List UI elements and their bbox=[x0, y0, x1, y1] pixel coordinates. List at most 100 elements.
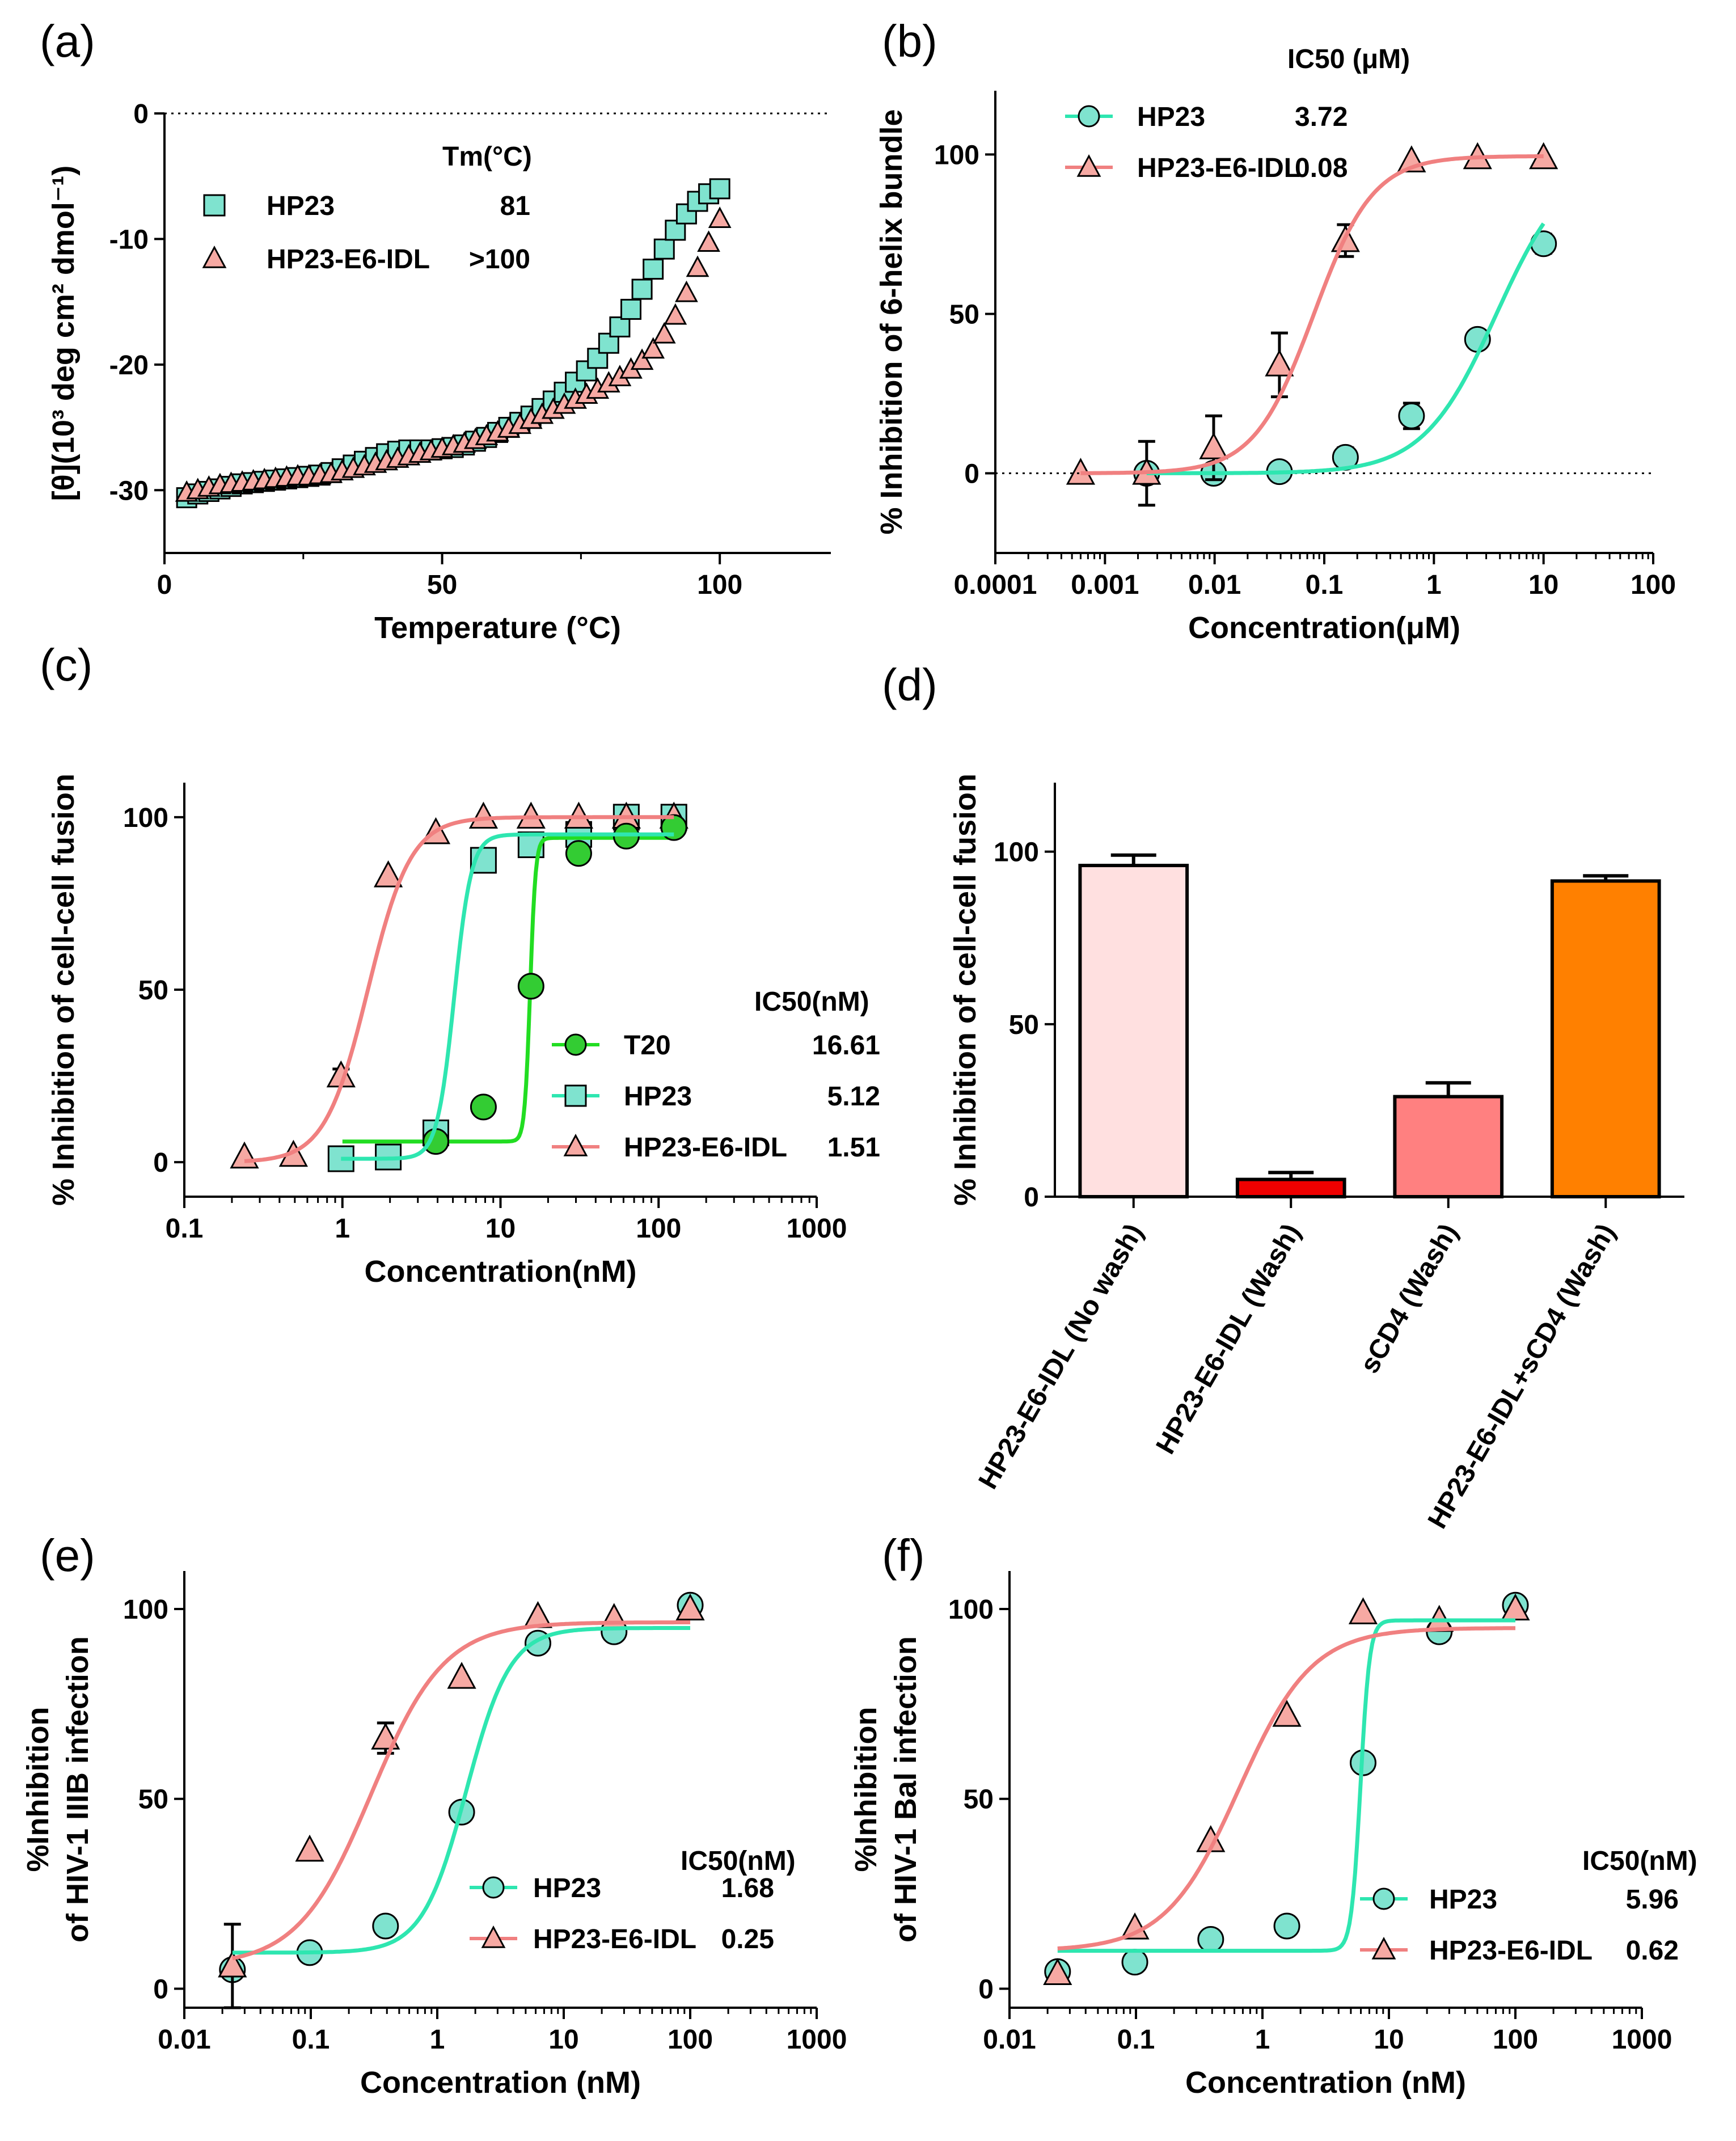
data-point bbox=[1265, 349, 1294, 377]
y-tick-label: 100 bbox=[994, 838, 1039, 868]
x-axis-label: Concentration(nM) bbox=[365, 1255, 637, 1289]
legend-item-hp23-e6-idl: HP23-E6-IDL 0.62 bbox=[1360, 1936, 1679, 1966]
y-axis-label: % Inhibition of cell-cell fusion bbox=[47, 774, 81, 1206]
legend-value: 0.25 bbox=[721, 1924, 774, 1954]
panel-label: (f) bbox=[882, 1530, 925, 1581]
data-point bbox=[620, 298, 641, 320]
legend-marker-triangle bbox=[202, 246, 227, 268]
panel-f: (f) 0 50 100 0.01 0.1 1 10 100 1000 Concentration … bbox=[849, 1530, 1697, 2100]
panel-d: (d) 0 50 100 % Inhibition of cell-cell fusio… bbox=[882, 660, 1684, 1534]
legend-item-hp23: HP23 1.68 bbox=[470, 1873, 774, 1903]
x-tick-label: 1 bbox=[1426, 570, 1442, 600]
y-axis-label: % Inhibition of 6-helix bundle bbox=[875, 109, 909, 535]
legend-title: IC50(nM) bbox=[754, 987, 869, 1017]
data-point bbox=[565, 840, 592, 867]
legend-name: HP23 bbox=[1429, 1885, 1497, 1915]
y-axis-label: of HIV-1 Bal infection bbox=[889, 1636, 923, 1942]
fit-curve bbox=[232, 1626, 690, 1955]
y-tick-label: 100 bbox=[948, 1595, 994, 1625]
data-point bbox=[652, 322, 676, 344]
x-tick-label: 1 bbox=[335, 1214, 350, 1244]
fit-curve bbox=[232, 1620, 690, 1961]
y-tick-label: 0 bbox=[978, 1975, 994, 2005]
legend-marker-triangle bbox=[563, 1134, 588, 1156]
data-point bbox=[664, 303, 687, 325]
bar bbox=[1393, 1095, 1504, 1199]
legend-name: HP23-E6-IDL bbox=[1429, 1936, 1593, 1966]
data-point bbox=[643, 259, 664, 280]
legend-name: HP23-E6-IDL bbox=[267, 244, 430, 275]
y-tick-label: 100 bbox=[123, 803, 168, 833]
data-point bbox=[423, 1128, 450, 1155]
y-tick-label: 100 bbox=[123, 1595, 168, 1625]
legend-marker-circle bbox=[564, 1033, 587, 1056]
data-point bbox=[609, 316, 631, 337]
legend-value: 16.61 bbox=[812, 1031, 880, 1061]
category-label: HP23-E6-IDL+sCD4 (Wash) bbox=[1422, 1219, 1621, 1534]
legend-title: Tm(°C) bbox=[442, 142, 532, 172]
x-tick-label: 100 bbox=[1631, 570, 1676, 600]
panel-label: (b) bbox=[882, 16, 937, 66]
fit-curve bbox=[1146, 222, 1545, 475]
fit-curve bbox=[1080, 154, 1544, 475]
x-axis-label: Concentration (nM) bbox=[1185, 2066, 1466, 2100]
x-tick-label: 0 bbox=[157, 570, 172, 600]
legend-marker-circle bbox=[1078, 105, 1100, 128]
data-point bbox=[709, 178, 730, 200]
data-point bbox=[641, 337, 665, 359]
y-tick-label: -20 bbox=[109, 351, 149, 381]
legend-name: HP23 bbox=[624, 1082, 692, 1112]
bar bbox=[1550, 879, 1661, 1198]
fit-curve bbox=[1057, 1626, 1515, 1951]
x-tick-label: 100 bbox=[636, 1214, 681, 1244]
bar-group: HP23-E6-IDL (No wash) bbox=[973, 853, 1189, 1494]
legend-value: 1.68 bbox=[721, 1873, 774, 1903]
legend-item-hp23: HP23 3.72 bbox=[1065, 102, 1348, 132]
bar-group: HP23-E6-IDL (Wash) bbox=[1151, 1171, 1346, 1459]
fit-curve bbox=[1057, 1618, 1515, 1953]
x-axis-label: Concentration (nM) bbox=[360, 2066, 641, 2100]
data-point bbox=[470, 1093, 497, 1121]
panel-label: (d) bbox=[882, 660, 937, 710]
legend-name: HP23-E6-IDL bbox=[624, 1133, 787, 1163]
series-hp23 bbox=[1146, 222, 1545, 475]
y-tick-label: 50 bbox=[1009, 1010, 1039, 1040]
data-point bbox=[675, 1593, 705, 1621]
legend-name: HP23 bbox=[1137, 102, 1205, 132]
data-point bbox=[372, 1912, 399, 1940]
series-hp23 bbox=[341, 832, 674, 1161]
x-tick-label: 100 bbox=[1493, 2025, 1538, 2055]
legend-marker-triangle bbox=[1371, 1937, 1396, 1960]
x-axis-label: Concentration(μM) bbox=[1188, 611, 1460, 645]
data-point bbox=[447, 1662, 476, 1689]
panel-e: (e) 0 50 100 0.01 0.1 1 10 100 1000 Concentration … bbox=[21, 1530, 847, 2100]
legend-item-hp23-e6-idl: HP23-E6-IDL 1.51 bbox=[552, 1133, 880, 1163]
x-tick-label: 10 bbox=[1528, 570, 1558, 600]
data-point bbox=[1348, 1597, 1378, 1624]
x-tick-label: 0.0001 bbox=[954, 570, 1037, 600]
data-point bbox=[631, 278, 653, 300]
x-tick-label: 0.01 bbox=[1188, 570, 1241, 600]
y-tick-label: 100 bbox=[934, 140, 979, 170]
bar bbox=[1235, 1177, 1346, 1198]
x-tick-label: 10 bbox=[485, 1214, 516, 1244]
x-tick-label: 10 bbox=[548, 2025, 578, 2055]
y-tick-label: -10 bbox=[109, 225, 149, 255]
data-point bbox=[218, 1950, 247, 1978]
x-tick-label: 0.01 bbox=[983, 2025, 1036, 2055]
legend-marker-circle bbox=[482, 1876, 505, 1899]
legend-item-hp23-e6-idl: HP23-E6-IDL 0.25 bbox=[470, 1924, 774, 1954]
data-point bbox=[230, 1141, 259, 1169]
x-tick-label: 1 bbox=[1255, 2025, 1270, 2055]
x-tick-label: 0.001 bbox=[1071, 570, 1139, 600]
x-tick-label: 1 bbox=[430, 2025, 445, 2055]
x-tick-label: 0.01 bbox=[158, 2025, 210, 2055]
data-point bbox=[1120, 1912, 1150, 1940]
legend-value: 1.51 bbox=[827, 1133, 880, 1163]
legend-title: IC50(nM) bbox=[1582, 1846, 1697, 1876]
legend-value: 0.62 bbox=[1626, 1936, 1679, 1966]
legend-name: HP23 bbox=[533, 1873, 601, 1903]
